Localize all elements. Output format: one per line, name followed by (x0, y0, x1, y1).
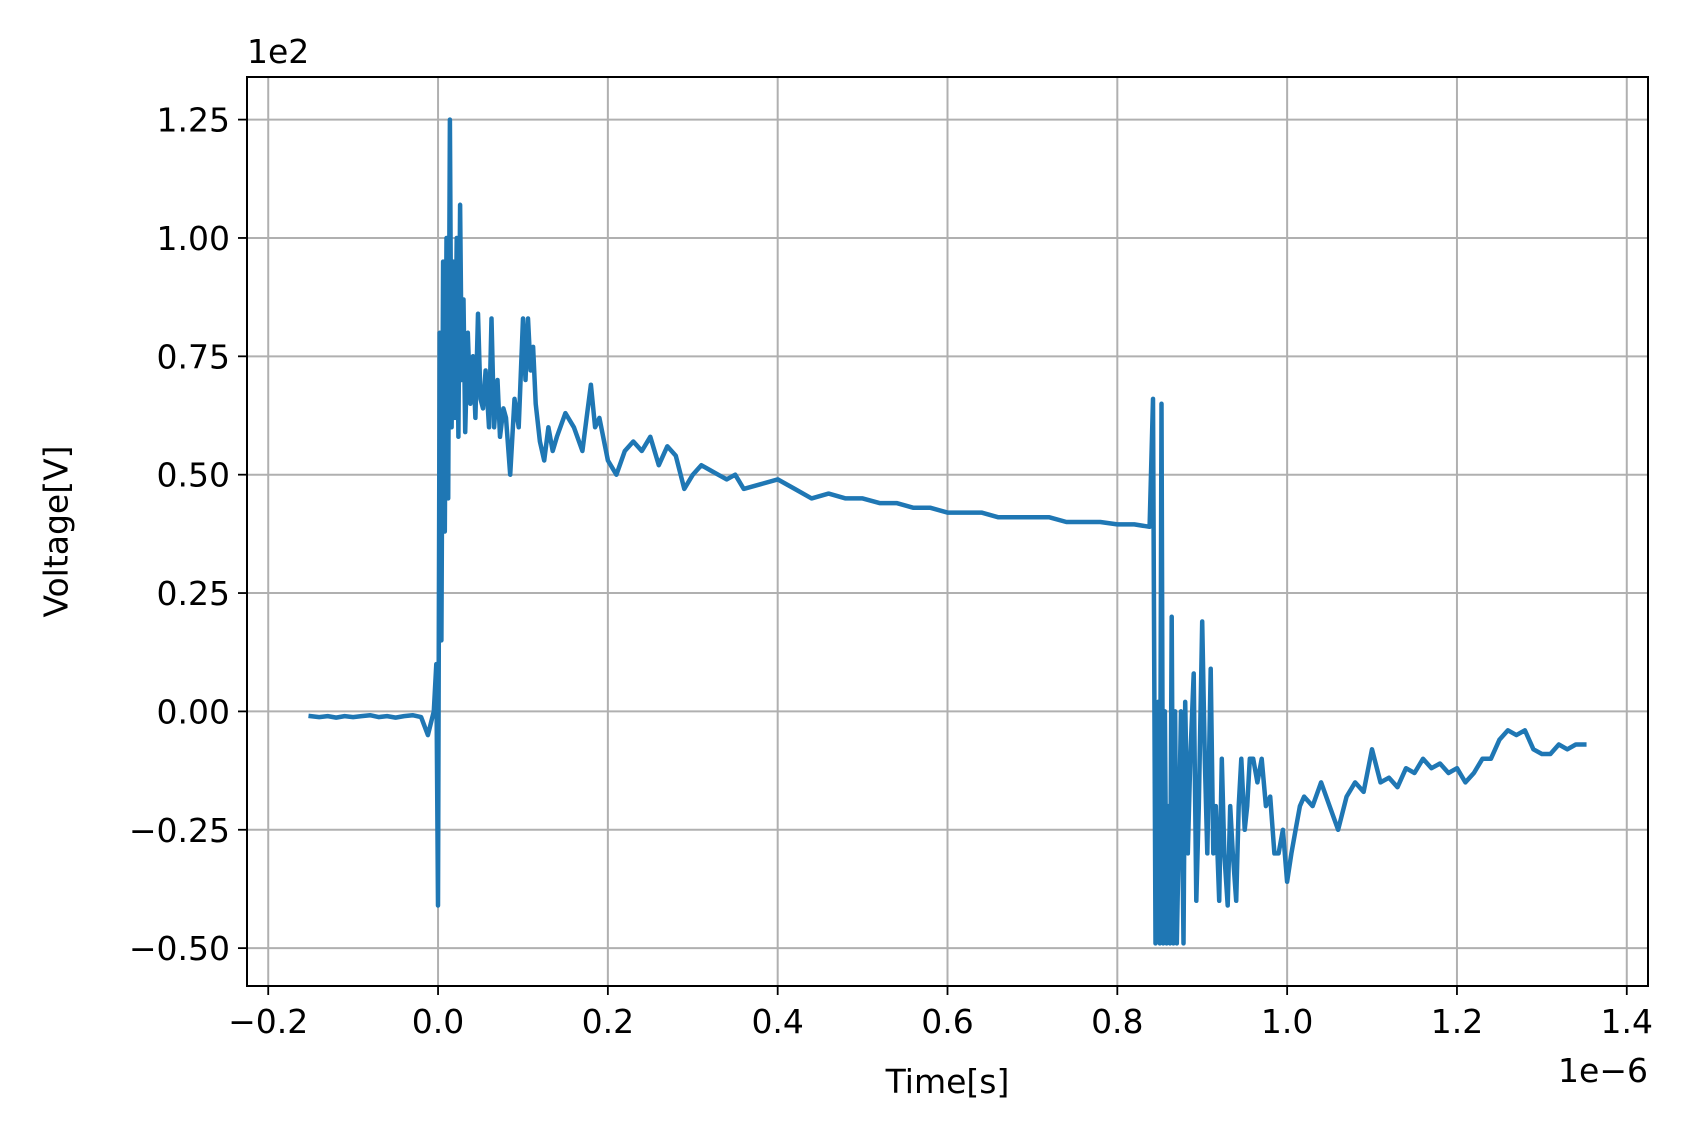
y-tick-label: −0.25 (129, 811, 230, 850)
y-tick-label: 1.00 (157, 219, 230, 258)
y-tick-label: 0.75 (157, 337, 230, 376)
x-offset-text: 1e−6 (1558, 1051, 1648, 1090)
x-tick-label: 0.8 (1091, 1002, 1143, 1041)
y-tick-label: −0.50 (129, 929, 230, 968)
x-axis: −0.2 0.0 0.2 0.4 0.6 0.8 1.0 1.2 1.4 (228, 986, 1653, 1041)
y-tick-label: 0.00 (157, 692, 230, 731)
series-layer (308, 117, 1587, 946)
voltage-series-line (308, 117, 1587, 946)
y-tick-label: 0.50 (157, 456, 230, 495)
grid (247, 77, 1648, 986)
x-tick-label: 0.4 (751, 1002, 803, 1041)
x-tick-label: 1.0 (1261, 1002, 1313, 1041)
x-tick-label: 1.4 (1601, 1002, 1653, 1041)
y-axis-label: Voltage[V] (37, 445, 76, 617)
y-offset-text: 1e2 (247, 32, 309, 71)
y-axis: −0.50 −0.25 0.00 0.25 0.50 0.75 1.00 1.25 (129, 101, 247, 968)
x-tick-label: 0.6 (921, 1002, 973, 1041)
x-tick-label: 0.2 (582, 1002, 634, 1041)
x-axis-label: Time[s] (885, 1062, 1010, 1101)
x-tick-label: −0.2 (228, 1002, 308, 1041)
x-tick-label: 0.0 (412, 1002, 464, 1041)
y-tick-label: 1.25 (157, 101, 230, 140)
x-tick-label: 1.2 (1431, 1002, 1483, 1041)
y-tick-label: 0.25 (157, 574, 230, 613)
